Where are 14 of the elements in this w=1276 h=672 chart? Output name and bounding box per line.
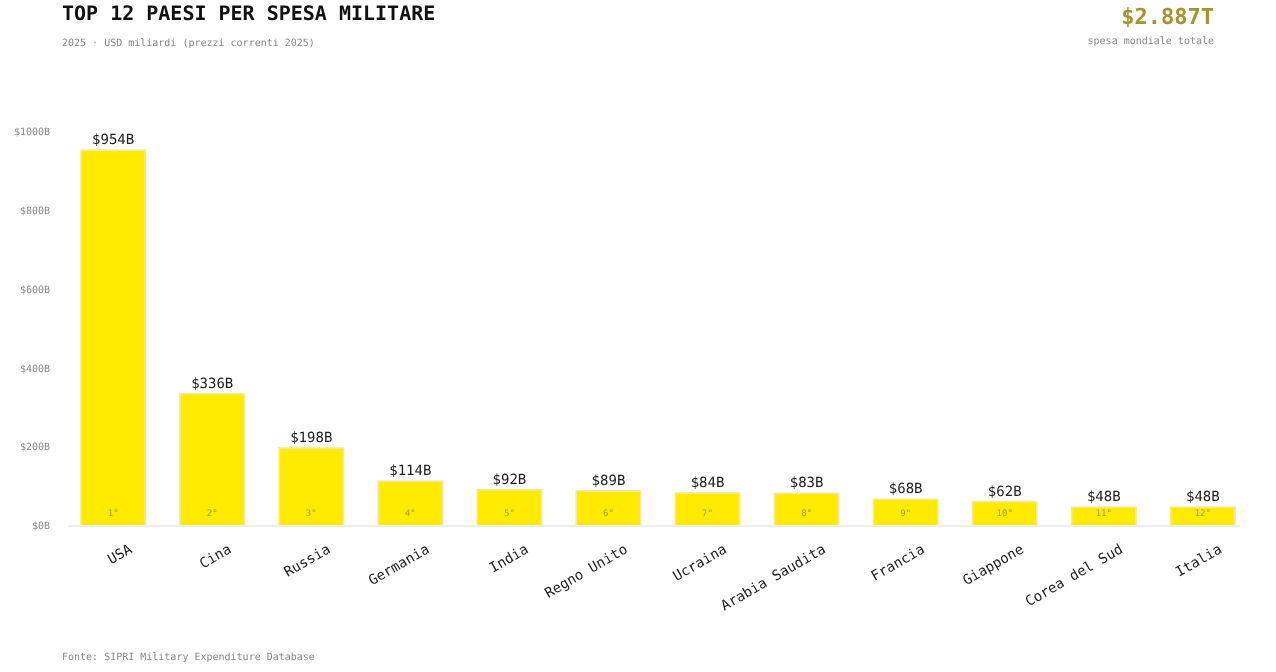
bar (377, 480, 444, 527)
bar (674, 492, 741, 527)
chart-title: TOP 12 PAESI PER SPESA MILITARE (62, 4, 436, 26)
text: $2.887T (1121, 4, 1215, 30)
bar (971, 500, 1038, 527)
bar (278, 447, 345, 527)
bar (1070, 506, 1137, 527)
bar (872, 498, 939, 527)
bar (80, 149, 147, 527)
bar (179, 392, 246, 527)
bar (476, 488, 543, 527)
bar (1169, 506, 1236, 527)
bar (773, 492, 840, 527)
bar (575, 490, 642, 527)
